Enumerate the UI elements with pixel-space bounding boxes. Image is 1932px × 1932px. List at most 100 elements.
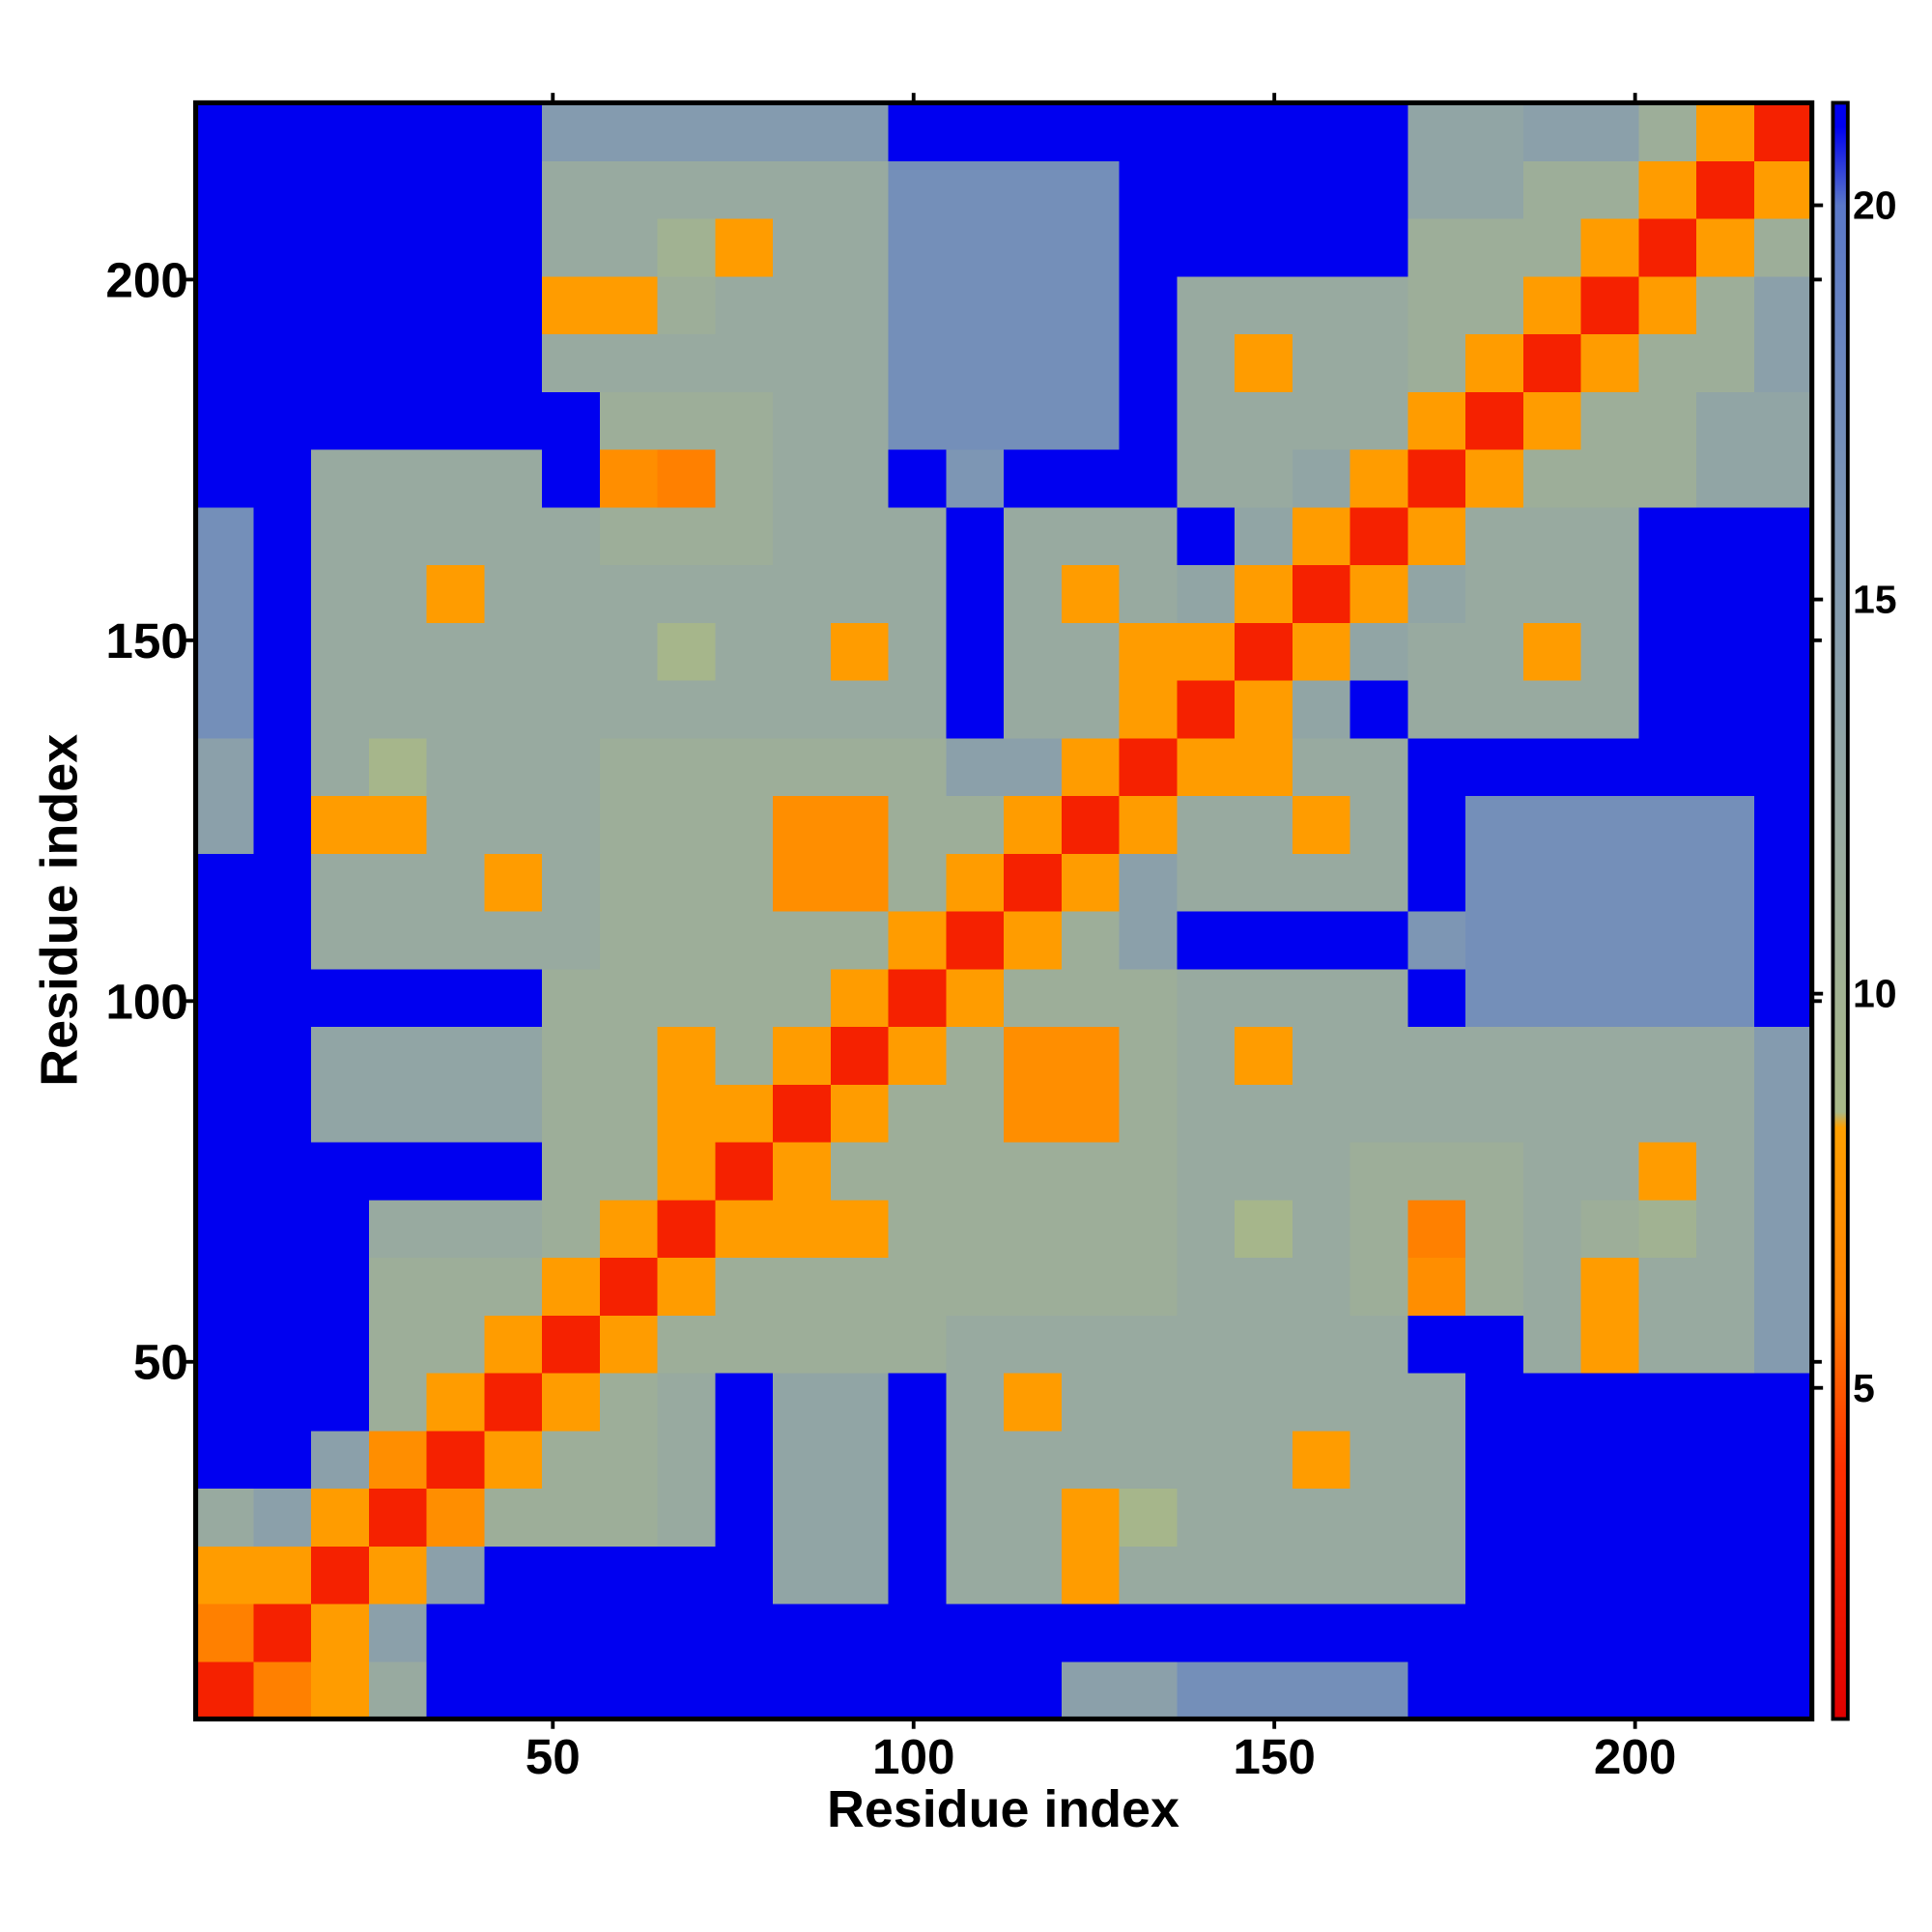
heatmap-cell <box>1177 795 1236 854</box>
heatmap-cell <box>426 910 485 970</box>
heatmap-cell <box>657 1546 716 1605</box>
heatmap-cell <box>773 1603 832 1662</box>
heatmap-cell <box>1638 1661 1697 1720</box>
heatmap-cell <box>311 448 370 508</box>
heatmap-cell <box>1407 160 1466 219</box>
heatmap-cell <box>368 1603 428 1662</box>
heatmap-cell <box>1235 1488 1293 1547</box>
heatmap-cell <box>1350 1488 1409 1547</box>
heatmap-cell <box>1119 1372 1179 1432</box>
heatmap-cell <box>599 853 659 912</box>
heatmap-cell <box>1696 679 1755 739</box>
heatmap-cell <box>1580 795 1640 854</box>
heatmap-cell <box>1350 737 1409 797</box>
heatmap-cell <box>1580 1372 1640 1432</box>
heatmap-cell <box>1638 795 1697 854</box>
heatmap-cell <box>1235 102 1293 161</box>
heatmap-cell <box>773 564 832 623</box>
heatmap-cell <box>1407 1372 1466 1432</box>
heatmap-cell <box>195 795 254 854</box>
heatmap-cell <box>1061 1603 1121 1662</box>
heatmap-cell <box>426 1603 485 1662</box>
heatmap-cell <box>1638 910 1697 970</box>
heatmap-cell <box>657 795 716 854</box>
heatmap-cell <box>1465 1141 1524 1201</box>
heatmap-cell <box>1465 564 1524 623</box>
heatmap-cell <box>1350 160 1409 219</box>
heatmap-cell <box>1061 1199 1121 1259</box>
heatmap-cell <box>599 1315 659 1374</box>
heatmap-cell <box>715 160 774 219</box>
heatmap-cell <box>1522 853 1582 912</box>
heatmap-cell <box>426 391 485 450</box>
heatmap-cell <box>773 217 832 277</box>
heatmap-cell <box>1753 1084 1813 1143</box>
heatmap-cell <box>1753 333 1813 392</box>
heatmap-cell <box>1119 1661 1179 1720</box>
heatmap-cell <box>1061 1546 1121 1605</box>
heatmap-cell <box>1580 737 1640 797</box>
heatmap-cell <box>1407 275 1466 335</box>
heatmap-cell <box>1292 1546 1351 1605</box>
heatmap-cell <box>484 1199 543 1259</box>
heatmap-cell <box>1580 564 1640 623</box>
heatmap-cell <box>1235 737 1293 797</box>
heatmap-cell <box>484 1315 543 1374</box>
heatmap-cell <box>253 1141 312 1201</box>
heatmap-cell <box>1465 1603 1524 1662</box>
heatmap-cell <box>1696 506 1755 566</box>
heatmap-cell <box>888 1315 947 1374</box>
heatmap-cell <box>1696 1026 1755 1085</box>
x-tick-label: 150 <box>1233 1729 1316 1784</box>
heatmap-cell <box>1465 1257 1524 1316</box>
heatmap-cell <box>715 1372 774 1432</box>
heatmap-cell <box>1580 853 1640 912</box>
heatmap-cell <box>1004 102 1063 161</box>
heatmap-cell <box>195 737 254 797</box>
heatmap-cell <box>1753 1199 1813 1259</box>
heatmap-cell <box>830 217 890 277</box>
heatmap-cell <box>311 506 370 566</box>
heatmap-cell <box>657 1026 716 1085</box>
heatmap-cell <box>1696 622 1755 681</box>
heatmap-cell <box>773 1199 832 1259</box>
heatmap-cell <box>1177 275 1236 335</box>
heatmap-cell <box>946 333 1005 392</box>
heatmap-cell <box>1350 795 1409 854</box>
heatmap-cell <box>1580 391 1640 450</box>
heatmap-cell <box>1638 1372 1697 1432</box>
heatmap-cell <box>1465 275 1524 335</box>
heatmap-cell <box>1004 1546 1063 1605</box>
heatmap-cell <box>368 1315 428 1374</box>
heatmap-cell <box>1522 679 1582 739</box>
heatmap-cell <box>195 679 254 739</box>
heatmap-cell <box>599 1430 659 1490</box>
heatmap-cell <box>1638 1430 1697 1490</box>
heatmap-cell <box>542 795 601 854</box>
heatmap-cell <box>368 853 428 912</box>
heatmap-cell <box>715 1430 774 1490</box>
heatmap-cell <box>888 217 947 277</box>
heatmap-cell <box>599 1141 659 1201</box>
heatmap-cell <box>1753 1546 1813 1605</box>
heatmap-cell <box>1580 1546 1640 1605</box>
heatmap-cell <box>311 102 370 161</box>
heatmap-cell <box>1350 679 1409 739</box>
heatmap-cell <box>1350 1141 1409 1201</box>
y-tick-label: 50 <box>133 1335 188 1390</box>
heatmap-cell <box>773 968 832 1028</box>
colorbar-tick-label: 10 <box>1853 972 1897 1016</box>
heatmap-cell <box>830 333 890 392</box>
heatmap-cell <box>773 1026 832 1085</box>
heatmap-cell <box>484 1372 543 1432</box>
heatmap-cell <box>888 968 947 1028</box>
heatmap-cell <box>195 1372 254 1432</box>
heatmap-cell <box>1580 448 1640 508</box>
heatmap-cell <box>657 391 716 450</box>
heatmap-cell <box>1696 1546 1755 1605</box>
heatmap-cell <box>1119 1084 1179 1143</box>
heatmap-cell <box>1061 564 1121 623</box>
heatmap-cell <box>1292 679 1351 739</box>
heatmap-cell <box>946 853 1005 912</box>
heatmap-cell <box>657 853 716 912</box>
